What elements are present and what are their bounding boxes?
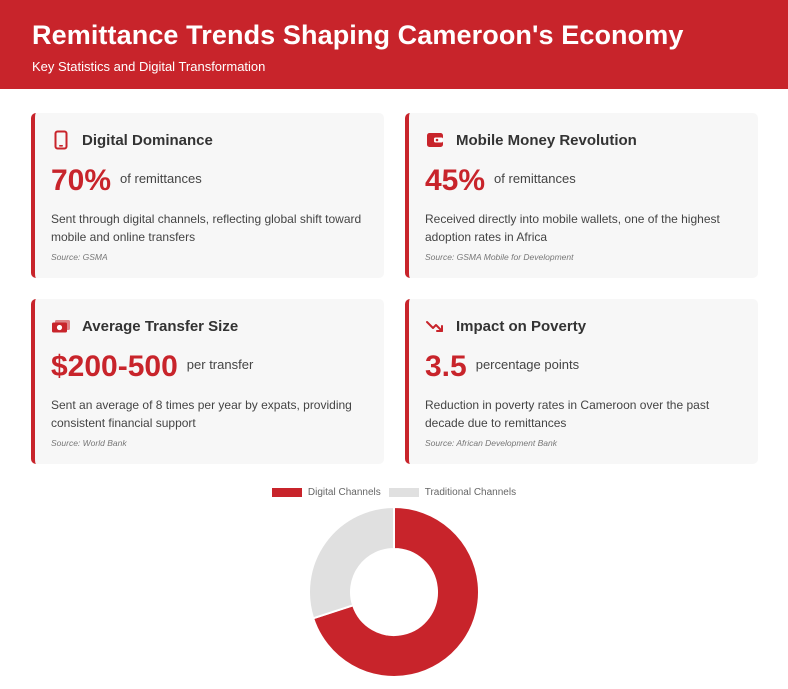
stat-unit: per transfer	[186, 357, 254, 372]
legend-label: Digital Channels	[307, 487, 381, 498]
slice-digital-channels[interactable]	[311, 505, 480, 678]
card-description: Reduction in poverty rates in Cameroon o…	[425, 398, 710, 430]
money-bill-icon	[52, 320, 70, 333]
card-source: Source: GSMA Mobile for Development	[425, 252, 574, 262]
legend-swatch	[271, 488, 302, 497]
chart-legend: Digital Channels Traditional Channels	[0, 487, 788, 498]
legend-item-digital[interactable]: Digital Channels	[271, 487, 381, 498]
legend-item-traditional[interactable]: Traditional Channels	[388, 487, 517, 498]
card-description: Sent an average of 8 times per year by e…	[51, 398, 352, 430]
card-source: Source: African Development Bank	[425, 438, 557, 448]
card-title: Average Transfer Size	[82, 317, 239, 335]
card-description: Sent through digital channels, reflectin…	[51, 212, 362, 244]
card-description: Received directly into mobile wallets, o…	[425, 212, 720, 244]
wallet-icon	[427, 133, 443, 147]
stat-unit: of remittances	[120, 171, 202, 186]
stat-value: $200-500	[51, 350, 178, 383]
stat-value: 45%	[425, 164, 486, 197]
page-header: Remittance Trends Shaping Cameroon's Eco…	[0, 0, 788, 89]
stat-unit: of remittances	[494, 171, 576, 186]
card-title: Mobile Money Revolution	[456, 131, 637, 149]
page-title: Remittance Trends Shaping Cameroon's Eco…	[32, 20, 684, 50]
legend-swatch	[388, 488, 419, 497]
slice-traditional-channels[interactable]	[308, 505, 395, 620]
card-source: Source: GSMA	[51, 252, 108, 262]
page-subtitle: Key Statistics and Digital Transformatio…	[32, 59, 266, 74]
stat-value: 3.5	[425, 350, 467, 383]
channel-doughnut-chart: Digital Channels Traditional Channels	[0, 478, 788, 689]
trend-down-icon	[426, 321, 443, 332]
legend-label: Traditional Channels	[424, 487, 517, 498]
stat-card-mobile-money: Mobile Money Revolution 45% of remittanc…	[405, 113, 758, 278]
stat-card-digital-dominance: Digital Dominance 70% of remittances Sen…	[31, 113, 384, 278]
card-title: Digital Dominance	[82, 131, 213, 149]
card-source: Source: World Bank	[51, 438, 127, 448]
stat-card-poverty-impact: Impact on Poverty 3.5 percentage points …	[405, 299, 758, 464]
stat-value: 70%	[51, 164, 112, 197]
smartphone-icon	[54, 130, 68, 150]
stat-card-average-transfer: Average Transfer Size $200-500 per trans…	[31, 299, 384, 464]
card-title: Impact on Poverty	[456, 317, 587, 335]
stat-unit: percentage points	[475, 357, 580, 372]
doughnut-svg	[308, 505, 480, 678]
